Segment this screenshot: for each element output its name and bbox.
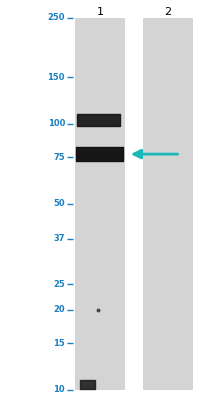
Text: 50: 50 [53,200,65,208]
Bar [75,18,124,390]
Text: 15: 15 [53,339,65,348]
Text: 100: 100 [47,119,65,128]
Text: 1: 1 [96,7,103,17]
Text: 2: 2 [164,7,171,17]
Text: 20: 20 [53,305,65,314]
Text: 75: 75 [53,153,65,162]
Text: 10: 10 [53,386,65,394]
Text: 37: 37 [53,234,65,243]
Bar [142,18,192,390]
Text: 25: 25 [53,280,65,289]
Text: 150: 150 [47,72,65,82]
Text: 250: 250 [47,14,65,22]
